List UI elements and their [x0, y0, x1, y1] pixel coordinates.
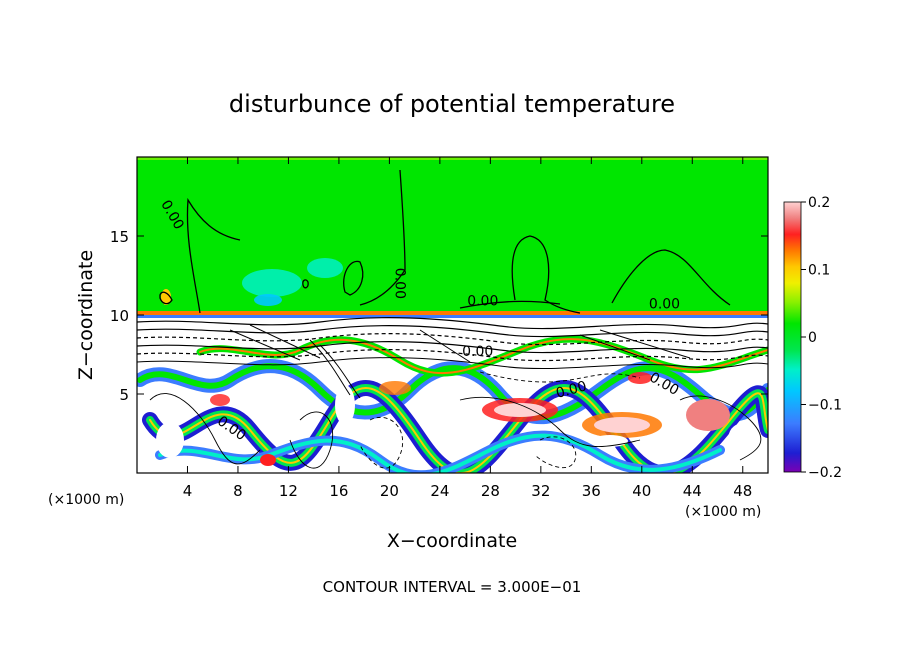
x-tick-label: 28 [481, 482, 500, 500]
contour-label: 0.00 [649, 297, 680, 313]
upper-field [137, 157, 768, 313]
colorbar-tick-label: −0.1 [808, 398, 842, 414]
y-tick-label: 5 [119, 386, 129, 404]
x-axis-label: X−coordinate [387, 530, 517, 552]
warm-blobs [156, 372, 752, 466]
cyan-patch [242, 269, 302, 297]
y-tick-label: 10 [110, 307, 129, 325]
contour-label: 0.00 [462, 344, 493, 360]
interface-band [137, 311, 768, 399]
y-axis-label: Z−coordinate [75, 250, 97, 380]
top-boundary-strip [137, 157, 768, 160]
contour-label: 0.00 [467, 294, 498, 310]
x-tick-label: 12 [279, 482, 298, 500]
chart-title: disturbunce of potential temperature [229, 90, 675, 118]
colorbar-gradient [783, 201, 802, 473]
y-tick-label: 15 [110, 228, 129, 246]
colorbar-tick-label: −0.2 [808, 465, 842, 481]
colorbar-tick-label: 0.2 [808, 195, 830, 211]
contour-label: 0.00 [554, 378, 588, 402]
cyan-patch [254, 294, 282, 306]
x-tick-label: 20 [380, 482, 399, 500]
colorbar: 0.2 0.1 0 −0.1 −0.2 [783, 195, 842, 481]
x-unit-left: (×1000 m) [48, 492, 124, 508]
turbulence-swirls [137, 335, 768, 473]
cyan-patch [307, 258, 343, 278]
x-tick-label: 32 [531, 482, 550, 500]
x-tick-label: 16 [329, 482, 348, 500]
x-tick-label: 48 [733, 482, 752, 500]
x-tick-label: 4 [183, 482, 193, 500]
y-axis: 5 10 15 [110, 228, 768, 404]
upper-contours [159, 169, 731, 314]
contour-interval-footer: CONTOUR INTERVAL = 3.000E−01 [323, 578, 582, 596]
x-tick-label: 40 [632, 482, 651, 500]
x-axis: 4 8 12 16 20 24 28 32 36 40 44 48 [183, 157, 752, 500]
x-tick-label: 24 [430, 482, 449, 500]
colorbar-tick-label: 0.1 [808, 263, 830, 279]
colorbar-tick-label: 0 [808, 330, 817, 346]
x-tick-label: 8 [233, 482, 243, 500]
yellow-patch [161, 289, 171, 305]
x-unit-right: (×1000 m) [685, 504, 761, 520]
contour-label: 0.00 [392, 268, 408, 299]
x-tick-label: 44 [683, 482, 702, 500]
x-tick-label: 36 [582, 482, 601, 500]
lower-contours [149, 371, 762, 469]
heatmap-field [137, 157, 768, 473]
